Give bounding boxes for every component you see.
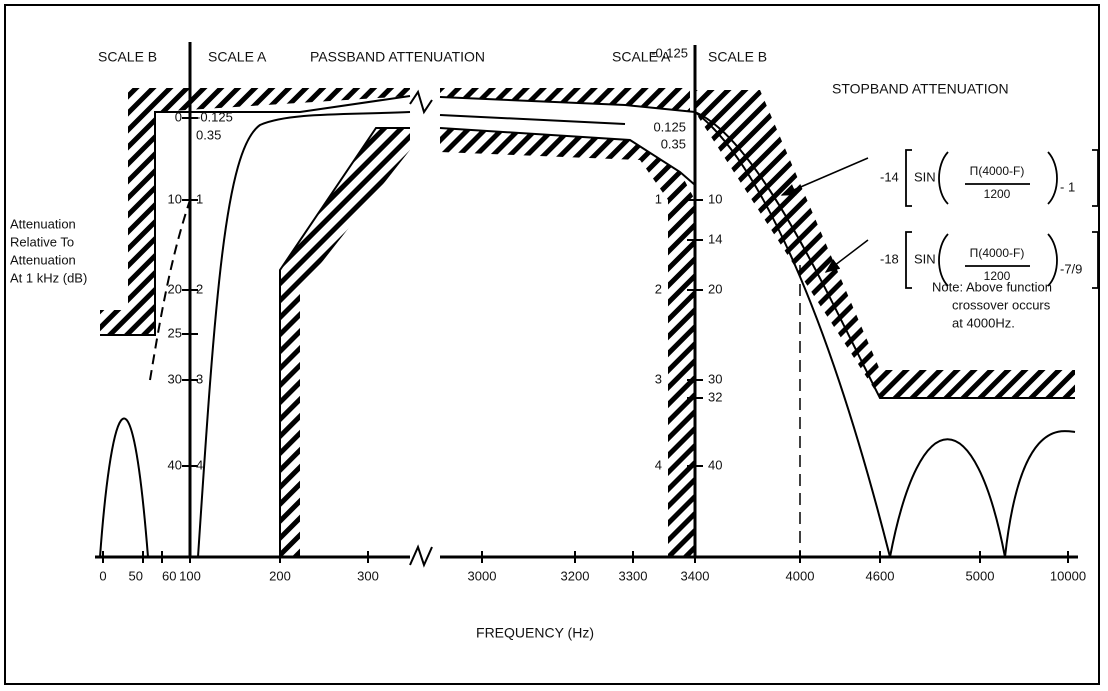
scale-b-label: 30 [168, 371, 182, 386]
formula-sin: SIN [914, 251, 936, 266]
header: STOPBAND ATTENUATION [832, 81, 1009, 97]
scale-a-label: -0.125 [196, 109, 233, 124]
x-tick-label: 10000 [1050, 568, 1086, 583]
formula-sin: SIN [914, 169, 936, 184]
formula-coef: -18 [880, 251, 899, 266]
labels: SCALE B SCALE A PASSBAND ATTENUATION SCALE … [10, 45, 1086, 640]
scale-b-label: 40 [708, 457, 722, 472]
formula-num: Π(4000-F) [970, 246, 1025, 260]
note: Note: Above function [932, 279, 1052, 294]
scale-a-label: 2 [655, 281, 662, 296]
header: SCALE B [98, 49, 157, 65]
x-tick-label: 5000 [966, 568, 995, 583]
note: crossover occurs [952, 297, 1051, 312]
axes [95, 42, 1078, 568]
scale-b-label: 40 [168, 457, 182, 472]
scale-a-label: -0.125 [651, 45, 688, 60]
header: SCALE A [208, 49, 267, 65]
scale-a-label: 3 [196, 371, 203, 386]
x-tick-label: 300 [357, 568, 379, 583]
scale-a-label: 4 [655, 457, 662, 472]
formula-den: 1200 [984, 187, 1011, 201]
scale-a-label: 4 [196, 457, 203, 472]
y-axis-label: Relative To [10, 234, 74, 249]
scale-a-label: 0.125 [653, 119, 686, 134]
x-tick-label: 3400 [681, 568, 710, 583]
frame [4, 4, 1100, 685]
y-axis-label: Attenuation [10, 216, 76, 231]
scale-b-label: 10 [168, 191, 182, 206]
scale-a-label: 2 [196, 281, 203, 296]
x-tick-label: 0 [99, 568, 106, 583]
x-tick-label: 3300 [619, 568, 648, 583]
x-tick-label: 200 [269, 568, 291, 583]
scale-a-label: 1 [196, 191, 203, 206]
scale-b-label: 14 [708, 231, 722, 246]
note: at 4000Hz. [952, 315, 1015, 330]
scale-b-label: 25 [168, 325, 182, 340]
formula-tail: - 1 [1060, 179, 1075, 194]
x-tick-label: 3200 [561, 568, 590, 583]
x-tick-label: 100 [179, 568, 201, 583]
scale-b-label: 20 [168, 281, 182, 296]
header: SCALE A [612, 49, 671, 65]
y-axis-label: Attenuation [10, 252, 76, 267]
response-curve [99, 111, 1076, 558]
scale-b-label: 32 [708, 389, 722, 404]
brackets [905, 149, 1099, 289]
x-tick-label: 3000 [468, 568, 497, 583]
scale-a-label: 1 [655, 191, 662, 206]
scale-b-label: 10 [708, 191, 722, 206]
x-tick-label: 4600 [866, 568, 895, 583]
x-tick-label: 60 [162, 568, 176, 583]
formula-coef: -14 [880, 169, 899, 184]
x-axis-label: FREQUENCY (Hz) [476, 625, 594, 641]
scale-b-label: 0 [175, 109, 182, 124]
formula-tail: -7/9 [1060, 261, 1082, 276]
y-axis-label: At 1 kHz (dB) [10, 270, 87, 285]
scale-b-label: 30 [708, 371, 722, 386]
scale-a-label: 0.35 [661, 136, 686, 151]
x-tick-label: 4000 [786, 568, 815, 583]
formula-num: Π(4000-F) [970, 164, 1025, 178]
masks [100, 88, 1075, 557]
header: SCALE B [708, 49, 767, 65]
x-tick-label: 50 [129, 568, 143, 583]
formula-den: 1200 [984, 269, 1011, 283]
scale-a-label: 3 [655, 371, 662, 386]
scale-a-label: 0.35 [196, 127, 221, 142]
scale-b-label: 20 [708, 281, 722, 296]
header: PASSBAND ATTENUATION [310, 49, 485, 65]
